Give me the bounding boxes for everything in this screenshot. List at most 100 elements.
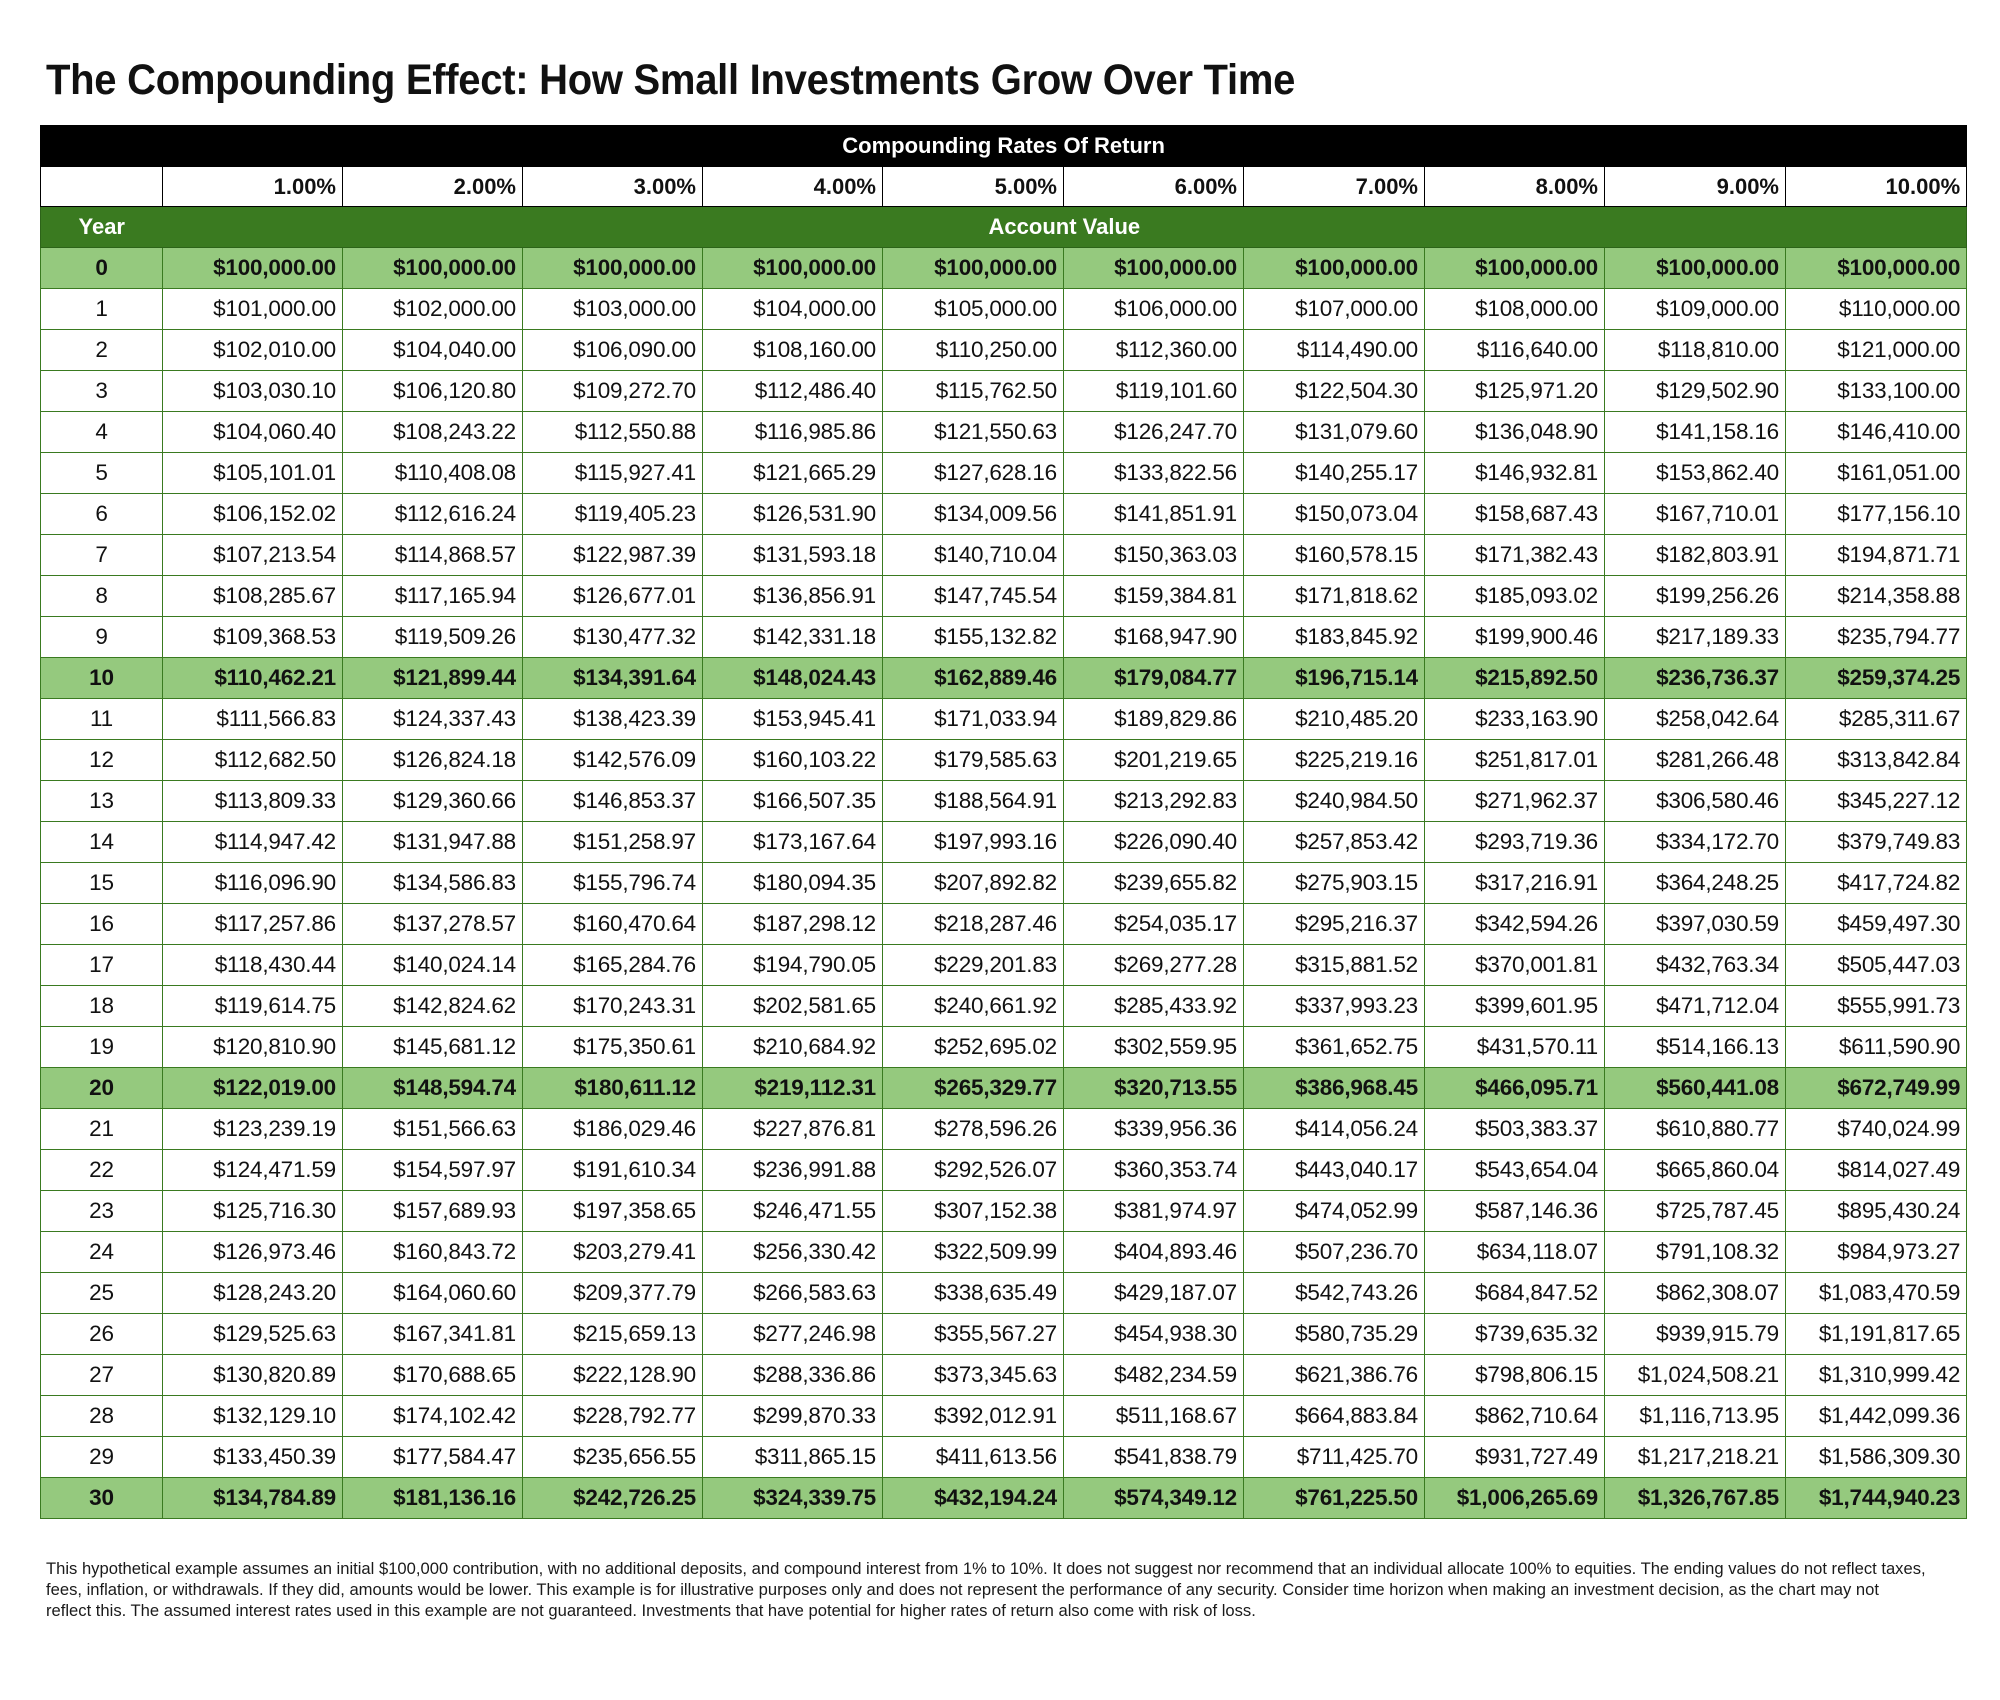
account-value-cell: $299,870.33 [702,1395,883,1437]
account-value-cell: $104,000.00 [702,288,883,330]
account-value-cell: $110,250.00 [882,329,1064,371]
rate-header: 1.00% [162,166,343,207]
account-value-cell: $228,792.77 [522,1395,703,1437]
account-value-cell: $119,101.60 [1063,370,1244,412]
account-value-cell: $100,000.00 [1063,247,1244,289]
account-value-cell: $373,345.63 [882,1354,1064,1396]
account-value-cell: $117,165.94 [342,575,523,617]
rate-header: 6.00% [1063,166,1244,207]
table-row: 7 $107,213.54 $114,868.57 $122,987.39 $131,5… [40,534,1968,576]
account-value-cell: $127,628.16 [882,452,1064,494]
account-value-cell: $239,655.82 [1063,862,1244,904]
rate-header: 3.00% [522,166,703,207]
account-value-cell: $137,278.57 [342,903,523,945]
rate-header: 4.00% [702,166,883,207]
account-value-cell: $175,350.61 [522,1026,703,1068]
account-value-cell: $142,331.18 [702,616,883,658]
account-value-cell: $214,358.88 [1784,575,1968,617]
account-value-cell: $432,763.34 [1604,944,1786,986]
disclaimer-text: This hypothetical example assumes an ini… [46,1559,1926,1620]
account-value-cell: $364,248.25 [1604,862,1786,904]
account-value-cell: $131,947.88 [342,821,523,863]
account-value-cell: $1,586,309.30 [1784,1436,1968,1478]
account-value-cell: $295,216.37 [1243,903,1425,945]
account-value-cell: $182,803.91 [1604,534,1786,576]
year-cell: 24 [40,1231,163,1273]
account-value-cell: $429,187.07 [1063,1272,1244,1314]
account-value-cell: $338,635.49 [882,1272,1064,1314]
account-value-cell: $511,168.67 [1063,1395,1244,1437]
account-value-cell: $119,509.26 [342,616,523,658]
account-value-cell: $542,743.26 [1243,1272,1425,1314]
account-value-cell: $122,019.00 [162,1067,343,1109]
account-value-cell: $235,656.55 [522,1436,703,1478]
account-value-cell: $361,652.75 [1243,1026,1425,1068]
year-cell: 20 [40,1067,163,1109]
account-value-cell: $555,991.73 [1784,985,1968,1027]
account-value-cell: $171,033.94 [882,698,1064,740]
account-value-cell: $155,796.74 [522,862,703,904]
account-value-cell: $210,485.20 [1243,698,1425,740]
account-value-cell: $115,762.50 [882,370,1064,412]
table-row: 21 $123,239.19 $151,566.63 $186,029.46 $227,… [40,1108,1968,1150]
year-cell: 26 [40,1313,163,1355]
account-value-cell: $150,363.03 [1063,534,1244,576]
account-value-cell: $128,243.20 [162,1272,343,1314]
account-value-cell: $580,735.29 [1243,1313,1425,1355]
rates-band-row: Compounding Rates Of Return [39,125,1968,167]
account-value-cell: $194,790.05 [702,944,883,986]
account-value-cell: $100,000.00 [1424,247,1605,289]
account-value-cell: $109,272.70 [522,370,703,412]
account-value-cell: $109,368.53 [162,616,343,658]
account-value-cell: $254,035.17 [1063,903,1244,945]
account-value-cell: $187,298.12 [702,903,883,945]
year-cell: 0 [40,247,163,289]
account-value-cell: $129,360.66 [342,780,523,822]
account-value-cell: $160,578.15 [1243,534,1425,576]
year-cell: 30 [40,1477,163,1519]
account-value-cell: $100,000.00 [702,247,883,289]
account-value-cell: $862,308.07 [1604,1272,1786,1314]
account-value-cell: $414,056.24 [1243,1108,1425,1150]
account-value-cell: $1,744,940.23 [1784,1477,1968,1519]
account-value-cell: $105,000.00 [882,288,1064,330]
account-value-cell: $113,809.33 [162,780,343,822]
account-value-cell: $541,838.79 [1063,1436,1244,1478]
table-row: 12 $112,682.50 $126,824.18 $142,576.09 $160,… [40,739,1968,781]
table-row: 8 $108,285.67 $117,165.94 $126,677.01 $136,8… [40,575,1968,617]
account-value-cell: $151,566.63 [342,1108,523,1150]
year-cell: 6 [40,493,163,535]
table-row: 30 $134,784.89 $181,136.16 $242,726.25 $324,… [40,1477,1968,1519]
account-value-cell: $1,217,218.21 [1604,1436,1786,1478]
account-value-cell: $311,865.15 [702,1436,883,1478]
account-value-cell: $199,900.46 [1424,616,1605,658]
account-value-cell: $621,386.76 [1243,1354,1425,1396]
account-value-cell: $1,191,817.65 [1784,1313,1968,1355]
account-value-cell: $155,132.82 [882,616,1064,658]
account-value-cell: $165,284.76 [522,944,703,986]
year-cell: 29 [40,1436,163,1478]
account-value-cell: $814,027.49 [1784,1149,1968,1191]
account-value-cell: $104,040.00 [342,329,523,371]
account-value-cell: $110,000.00 [1784,288,1968,330]
account-value-cell: $507,236.70 [1243,1231,1425,1273]
account-value-cell: $259,374.25 [1784,657,1968,699]
account-value-cell: $342,594.26 [1424,903,1605,945]
account-value-cell: $196,715.14 [1243,657,1425,699]
account-value-cell: $171,382.43 [1424,534,1605,576]
account-value-cell: $269,277.28 [1063,944,1244,986]
account-value-cell: $107,213.54 [162,534,343,576]
account-value-cell: $183,845.92 [1243,616,1425,658]
account-value-cell: $355,567.27 [882,1313,1064,1355]
account-value-cell: $285,433.92 [1063,985,1244,1027]
account-value-cell: $266,583.63 [702,1272,883,1314]
account-value-cell: $102,000.00 [342,288,523,330]
account-value-cell: $110,462.21 [162,657,343,699]
account-value-cell: $166,507.35 [702,780,883,822]
account-value-cell: $112,486.40 [702,370,883,412]
account-value-cell: $160,470.64 [522,903,703,945]
account-value-cell: $106,090.00 [522,329,703,371]
account-value-cell: $725,787.45 [1604,1190,1786,1232]
account-value-cell: $315,881.52 [1243,944,1425,986]
account-value-cell: $133,450.39 [162,1436,343,1478]
